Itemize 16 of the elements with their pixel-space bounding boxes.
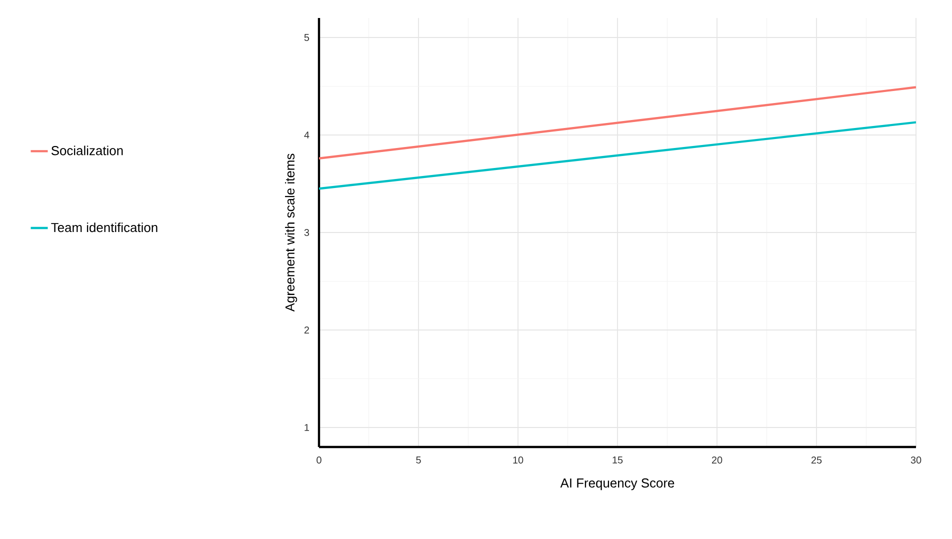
y-tick-label: 3 — [304, 228, 310, 236]
y-tick-label: 4 — [304, 132, 310, 138]
y-tick-label: 1 — [304, 424, 309, 431]
legend-label: Team identification — [51, 222, 158, 232]
x-tick-label: 5 — [416, 456, 421, 464]
y-tick-label: 2 — [304, 326, 309, 334]
x-tick-label: 10 — [513, 456, 524, 464]
y-tick-label: 5 — [304, 34, 310, 41]
x-tick-label: 0 — [316, 456, 322, 464]
y-axis-title: Agreement with scale items — [285, 154, 298, 312]
x-tick-label: 30 — [910, 456, 922, 464]
x-tick-label: 15 — [612, 456, 623, 464]
legend-label: Socialization — [51, 146, 123, 156]
x-tick-label: 20 — [712, 456, 722, 464]
x-axis-title: AI Frequency Score — [560, 478, 674, 490]
x-tick-label: 25 — [811, 456, 822, 464]
